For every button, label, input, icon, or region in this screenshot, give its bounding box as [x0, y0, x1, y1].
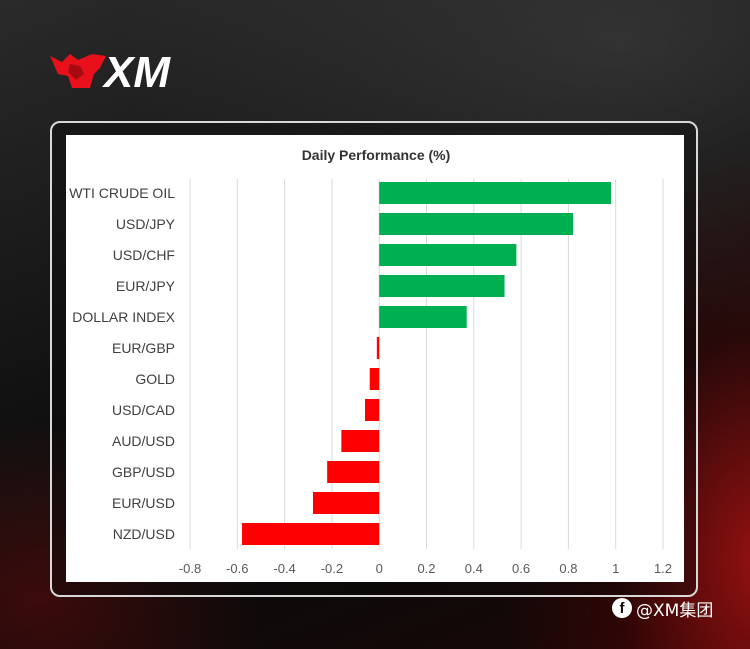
category-label: WTI CRUDE OIL [69, 185, 175, 201]
chart-title: Daily Performance (%) [302, 147, 451, 163]
bar [369, 368, 380, 390]
bar [379, 306, 467, 328]
logo-text: XM [101, 48, 171, 96]
x-tick-label: 0.2 [417, 561, 435, 576]
x-tick-label: 1 [612, 561, 619, 576]
bar [379, 213, 574, 235]
category-label: GOLD [135, 371, 175, 387]
x-tick-label: 0.6 [512, 561, 530, 576]
bar [312, 492, 380, 514]
xm-logo: XM [50, 48, 171, 96]
bar [327, 461, 380, 483]
x-tick-label: -0.4 [273, 561, 295, 576]
x-tick-label: 0 [376, 561, 383, 576]
chart-plot-area: Daily Performance (%) WTI CRUDE OIL USD/J… [66, 135, 684, 582]
watermark: f @XM集团 [612, 596, 714, 621]
category-label: EUR/JPY [116, 278, 176, 294]
category-labels: WTI CRUDE OIL USD/JPY USD/CHF EUR/JPY DOLLAR… [69, 185, 175, 542]
bar [376, 337, 380, 359]
bars [242, 182, 611, 545]
category-label: USD/JPY [116, 216, 176, 232]
bar [242, 523, 380, 545]
category-label: DOLLAR INDEX [72, 309, 175, 325]
x-tick-label: -0.6 [226, 561, 248, 576]
facebook-icon: f [612, 598, 632, 618]
x-axis-tick-labels: -0.8 -0.6 -0.4 -0.2 0 0.2 0.4 0.6 0.8 1 1.2 [179, 561, 672, 576]
x-tick-label: 0.4 [465, 561, 483, 576]
gridlines [189, 179, 664, 549]
category-label: USD/CHF [113, 247, 175, 263]
x-tick-label: 1.2 [654, 561, 672, 576]
category-label: USD/CAD [112, 402, 175, 418]
watermark-text: @XM集团 [636, 600, 714, 621]
bar [341, 430, 380, 452]
bar [379, 182, 611, 204]
category-label: EUR/GBP [112, 340, 175, 356]
category-label: AUD/USD [112, 433, 175, 449]
bar [379, 244, 517, 266]
category-label: NZD/USD [113, 526, 175, 542]
x-tick-label: -0.2 [321, 561, 343, 576]
x-tick-label: 0.8 [559, 561, 577, 576]
x-tick-label: -0.8 [179, 561, 201, 576]
bar [365, 399, 380, 421]
category-label: GBP/USD [112, 464, 175, 480]
bar [379, 275, 505, 297]
bar-chart: Daily Performance (%) WTI CRUDE OIL USD/J… [69, 147, 672, 576]
category-label: EUR/USD [112, 495, 175, 511]
